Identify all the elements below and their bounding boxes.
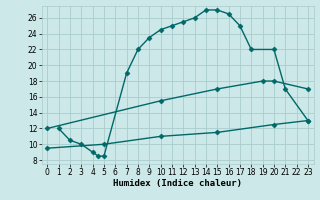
- X-axis label: Humidex (Indice chaleur): Humidex (Indice chaleur): [113, 179, 242, 188]
